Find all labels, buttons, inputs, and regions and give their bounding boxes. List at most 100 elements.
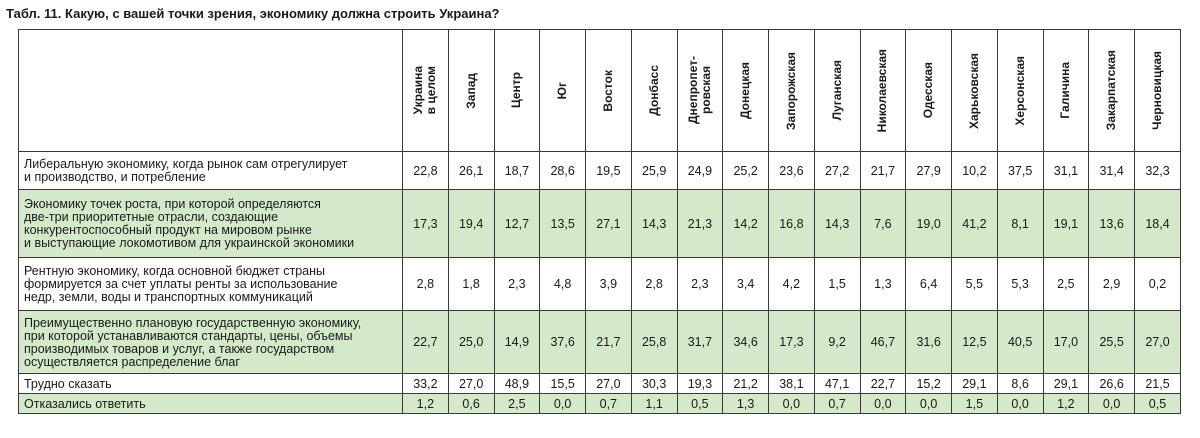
value-cell: 47,1 xyxy=(813,373,861,394)
value-cell: 31,4 xyxy=(1088,151,1135,190)
value-cell: 27,0 xyxy=(1134,310,1181,374)
value-cell: 1,1 xyxy=(630,393,678,414)
value-cell: 19,0 xyxy=(905,189,952,258)
value-cell: 40,5 xyxy=(996,310,1044,374)
value-cell: 0,0 xyxy=(539,393,586,414)
value-cell: 31,1 xyxy=(1042,151,1090,190)
row-label-text: Либеральную экономику, когда рынок сам о… xyxy=(24,157,348,184)
value-cell: 0,7 xyxy=(585,393,632,414)
value-cell: 9,2 xyxy=(813,310,861,374)
row-label: Либеральную экономику, когда рынок сам о… xyxy=(18,151,403,190)
value-cell: 8,6 xyxy=(996,373,1044,394)
value-cell: 6,4 xyxy=(905,257,952,311)
column-header: Запад xyxy=(447,29,495,152)
column-header: Закарпатская xyxy=(1088,29,1135,152)
column-header: Юг xyxy=(539,29,586,152)
row-label: Экономику точек роста, при которой опред… xyxy=(18,189,403,258)
value-cell: 0,0 xyxy=(996,393,1044,414)
value-cell: 38,1 xyxy=(768,373,815,394)
value-cell: 1,2 xyxy=(402,393,449,414)
row-label-text: Рентную экономику, когда основной бюджет… xyxy=(24,264,338,304)
value-cell: 2,5 xyxy=(493,393,541,414)
column-header: Донецкая xyxy=(722,29,769,152)
value-cell: 3,4 xyxy=(722,257,769,311)
table-title: Табл. 11. Какую, с вашей точки зрения, э… xyxy=(6,6,500,21)
value-cell: 4,2 xyxy=(768,257,815,311)
column-header: Луганская xyxy=(813,29,861,152)
header-corner xyxy=(18,29,403,152)
value-cell: 17,3 xyxy=(768,310,815,374)
value-cell: 37,6 xyxy=(539,310,586,374)
value-cell: 3,9 xyxy=(585,257,632,311)
value-cell: 21,3 xyxy=(676,189,724,258)
value-cell: 21,5 xyxy=(1134,373,1181,394)
row-label: Отказались ответить xyxy=(18,393,403,414)
column-header: Днепропет- ровская xyxy=(676,29,724,152)
value-cell: 12,5 xyxy=(951,310,998,374)
value-cell: 37,5 xyxy=(996,151,1044,190)
value-cell: 8,1 xyxy=(996,189,1044,258)
column-header: Центр xyxy=(493,29,541,152)
value-cell: 13,6 xyxy=(1088,189,1135,258)
row-label: Преимущественно плановую государственную… xyxy=(18,310,403,374)
value-cell: 1,3 xyxy=(722,393,769,414)
value-cell: 27,9 xyxy=(905,151,952,190)
column-header: Восток xyxy=(585,29,632,152)
value-cell: 19,1 xyxy=(1042,189,1090,258)
column-header: Галичина xyxy=(1042,29,1090,152)
row-label-text: Трудно сказать xyxy=(24,376,112,391)
table-row: Отказались ответить 1,2 0,6 2,5 0,0 0,7 1,1 0,5… xyxy=(18,393,1181,414)
value-cell: 18,7 xyxy=(493,151,541,190)
value-cell: 19,4 xyxy=(447,189,495,258)
value-cell: 2,5 xyxy=(1042,257,1090,311)
column-header: Запорожская xyxy=(768,29,815,152)
value-cell: 28,6 xyxy=(539,151,586,190)
value-cell: 21,7 xyxy=(859,151,907,190)
value-cell: 2,8 xyxy=(402,257,449,311)
value-cell: 22,8 xyxy=(402,151,449,190)
value-cell: 30,3 xyxy=(630,373,678,394)
value-cell: 0,6 xyxy=(447,393,495,414)
column-header: Донбасс xyxy=(630,29,678,152)
value-cell: 13,5 xyxy=(539,189,586,258)
value-cell: 22,7 xyxy=(859,373,907,394)
row-label: Рентную экономику, когда основной бюджет… xyxy=(18,257,403,311)
value-cell: 21,2 xyxy=(722,373,769,394)
value-cell: 48,9 xyxy=(493,373,541,394)
table-row: Экономику точек роста, при которой опред… xyxy=(18,189,1181,258)
value-cell: 16,8 xyxy=(768,189,815,258)
value-cell: 25,8 xyxy=(630,310,678,374)
value-cell: 2,3 xyxy=(493,257,541,311)
value-cell: 27,0 xyxy=(585,373,632,394)
row-label-text: Экономику точек роста, при которой опред… xyxy=(24,197,355,250)
value-cell: 17,3 xyxy=(402,189,449,258)
value-cell: 12,7 xyxy=(493,189,541,258)
value-cell: 2,3 xyxy=(676,257,724,311)
value-cell: 2,9 xyxy=(1088,257,1135,311)
table-row: Преимущественно плановую государственную… xyxy=(18,310,1181,374)
value-cell: 33,2 xyxy=(402,373,449,394)
value-cell: 0,0 xyxy=(859,393,907,414)
value-cell: 0,5 xyxy=(1134,393,1181,414)
value-cell: 14,3 xyxy=(813,189,861,258)
value-cell: 0,0 xyxy=(1088,393,1135,414)
value-cell: 5,5 xyxy=(951,257,998,311)
value-cell: 10,2 xyxy=(951,151,998,190)
value-cell: 27,1 xyxy=(585,189,632,258)
column-header: Херсонская xyxy=(996,29,1044,152)
value-cell: 31,6 xyxy=(905,310,952,374)
value-cell: 27,2 xyxy=(813,151,861,190)
column-header: Одесская xyxy=(905,29,952,152)
header-row: Украина в целом Запад Центр Юг Восток До… xyxy=(18,29,1181,152)
value-cell: 0,5 xyxy=(676,393,724,414)
column-header: Харьковская xyxy=(951,29,998,152)
value-cell: 26,6 xyxy=(1088,373,1135,394)
value-cell: 19,5 xyxy=(585,151,632,190)
value-cell: 29,1 xyxy=(951,373,998,394)
value-cell: 0,2 xyxy=(1134,257,1181,311)
value-cell: 0,0 xyxy=(768,393,815,414)
value-cell: 25,2 xyxy=(722,151,769,190)
value-cell: 1,8 xyxy=(447,257,495,311)
table-row: Трудно сказать 33,2 27,0 48,9 15,5 27,0 30,3 19… xyxy=(18,373,1181,394)
value-cell: 14,3 xyxy=(630,189,678,258)
